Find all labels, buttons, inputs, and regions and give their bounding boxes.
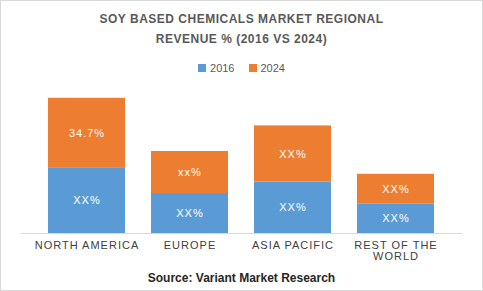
svg-text:XX%: XX% — [382, 212, 409, 224]
svg-text:XX%: XX% — [176, 207, 203, 219]
svg-text:34.7%: 34.7% — [69, 127, 105, 139]
svg-text:XX%: XX% — [382, 183, 409, 195]
svg-text:NORTH AMERICA: NORTH AMERICA — [35, 239, 139, 251]
svg-text:EUROPE: EUROPE — [164, 239, 216, 251]
svg-text:ASIA PACIFIC: ASIA PACIFIC — [252, 239, 334, 251]
svg-text:XX%: XX% — [279, 201, 306, 213]
svg-text:xx%: xx% — [178, 166, 202, 178]
svg-text:REST OF THEWORLD: REST OF THEWORLD — [354, 239, 437, 262]
svg-text:XX%: XX% — [279, 148, 306, 160]
svg-text:XX%: XX% — [73, 194, 100, 206]
html-text:Source: Variant Market Researc: Source: Variant Market Research — [147, 271, 336, 285]
html-text:2016: 2016 — [210, 62, 235, 74]
html-text:2024: 2024 — [260, 62, 285, 74]
html-text:SOY BASED CHEMICALS MARKET REG: SOY BASED CHEMICALS MARKET REGIONAL REVE… — [99, 12, 384, 46]
